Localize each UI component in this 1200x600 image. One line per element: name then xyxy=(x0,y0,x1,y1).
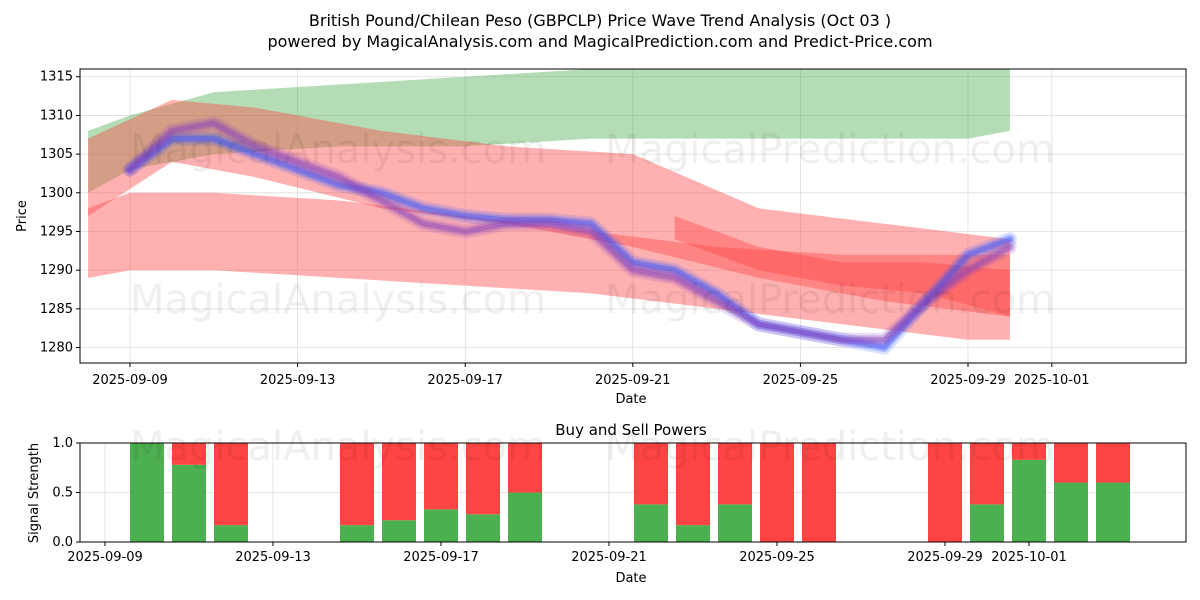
y-tick-label: 0.0 xyxy=(52,535,73,550)
x-tick-label: 2025-09-13 xyxy=(235,550,311,565)
watermark: MagicalAnalysis.com xyxy=(130,277,546,323)
sell-bar xyxy=(1054,443,1088,483)
sell-bar xyxy=(802,443,836,542)
green-upper-band xyxy=(88,69,1010,193)
y-tick-label: 1.0 xyxy=(52,436,73,451)
x-tick-label: 2025-10-01 xyxy=(991,550,1067,565)
x-tick-label: 2025-09-09 xyxy=(67,550,143,565)
buy-bar xyxy=(970,504,1004,542)
sell-bar xyxy=(340,443,374,526)
x-tick-label: 2025-09-21 xyxy=(595,373,671,388)
buy-bar xyxy=(340,525,374,542)
purple-wave-line xyxy=(123,116,1017,347)
price-y-ticks: 1280 1285 1290 1295 1300 1305 1310 1315 xyxy=(40,70,80,356)
purple-wave-line xyxy=(127,120,1013,343)
y-tick-label: 1295 xyxy=(40,224,73,239)
chart-title: British Pound/Chilean Peso (GBPCLP) Pric… xyxy=(309,11,891,30)
sell-bar xyxy=(718,443,752,505)
x-tick-label: 2025-09-29 xyxy=(930,373,1006,388)
buy-bar xyxy=(214,525,248,542)
x-tick-label: 2025-09-29 xyxy=(907,550,983,565)
red-mid-band xyxy=(674,216,1010,317)
sell-bar xyxy=(508,443,542,493)
x-tick-label: 2025-09-17 xyxy=(403,550,479,565)
sell-bar xyxy=(1012,443,1046,460)
purple-wave-line xyxy=(125,118,1015,345)
red-upper-band xyxy=(88,99,1010,317)
buy-bar xyxy=(1096,482,1130,542)
y-tick-label: 1315 xyxy=(40,70,73,85)
x-tick-label: 2025-09-25 xyxy=(739,550,815,565)
buy-bar xyxy=(634,504,668,542)
y-tick-label: 1310 xyxy=(40,108,73,123)
sell-bar xyxy=(928,443,962,542)
watermark: MagicalPrediction.com xyxy=(605,277,1055,323)
x-tick-label: 2025-09-17 xyxy=(427,373,503,388)
watermark: MagicalPrediction.com xyxy=(605,127,1055,173)
blue-wave-line xyxy=(125,134,1015,352)
sell-bar xyxy=(382,443,416,521)
sell-bar xyxy=(214,443,248,526)
price-x-axis-label: Date xyxy=(615,392,646,407)
sell-bar xyxy=(172,443,206,465)
y-tick-label: 1285 xyxy=(40,302,73,317)
buy-bar xyxy=(1054,482,1088,542)
y-tick-label: 0.5 xyxy=(52,486,73,501)
y-tick-label: 1300 xyxy=(40,186,73,201)
buy-bar xyxy=(466,514,500,542)
sell-bar xyxy=(424,443,458,510)
signal-chart: Buy and Sell Powers MagicalAnalysis.com … xyxy=(27,421,1187,586)
y-tick-label: 1305 xyxy=(40,147,73,162)
price-grid xyxy=(80,69,1186,363)
signal-y-axis-label: Signal Strength xyxy=(27,443,42,543)
watermark: MagicalAnalysis.com xyxy=(130,127,546,173)
buy-bar xyxy=(172,464,206,542)
signal-bars xyxy=(130,443,1130,542)
buy-bar xyxy=(718,504,752,542)
watermark: MagicalPrediction.com xyxy=(605,424,1055,470)
signal-y-ticks: 0.0 0.5 1.0 xyxy=(52,436,80,550)
buy-bar xyxy=(508,492,542,542)
y-tick-label: 1280 xyxy=(40,341,73,356)
y-tick-label: 1290 xyxy=(40,263,73,278)
x-tick-label: 2025-09-21 xyxy=(571,550,647,565)
x-tick-label: 2025-10-01 xyxy=(1014,373,1090,388)
chart-subtitle: powered by MagicalAnalysis.com and Magic… xyxy=(267,32,932,51)
sell-bar xyxy=(634,443,668,505)
price-y-axis-label: Price xyxy=(15,200,30,232)
signal-chart-title: Buy and Sell Powers xyxy=(555,421,707,439)
blue-wave-line xyxy=(123,131,1017,355)
buy-bar xyxy=(676,525,710,542)
x-tick-label: 2025-09-13 xyxy=(260,373,336,388)
buy-bar xyxy=(1012,459,1046,542)
sell-bar xyxy=(970,443,1004,505)
sell-bar xyxy=(466,443,500,515)
x-tick-label: 2025-09-25 xyxy=(763,373,839,388)
sell-bar xyxy=(1096,443,1130,483)
sell-bar xyxy=(760,443,794,542)
blue-wave-line xyxy=(127,136,1013,350)
price-bands xyxy=(88,69,1010,340)
watermark: MagicalAnalysis.com xyxy=(130,424,546,470)
red-lower-band xyxy=(88,192,1010,340)
buy-bar xyxy=(424,509,458,542)
signal-x-ticks: 2025-09-09 2025-09-13 2025-09-17 2025-09-21… xyxy=(67,542,1067,565)
price-waves xyxy=(123,116,1017,355)
signal-x-axis-label: Date xyxy=(615,571,646,586)
buy-bar xyxy=(130,443,164,542)
x-tick-label: 2025-09-09 xyxy=(92,373,168,388)
buy-bar xyxy=(382,520,416,542)
price-chart: MagicalAnalysis.com MagicalPrediction.co… xyxy=(15,68,1187,407)
sell-bar xyxy=(676,443,710,526)
price-x-ticks: 2025-09-09 2025-09-13 2025-09-17 2025-09-21… xyxy=(92,363,1090,388)
